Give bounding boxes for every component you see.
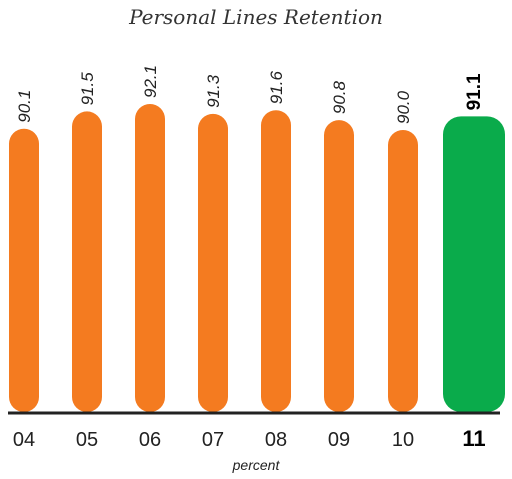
x-axis-label: percent	[232, 457, 281, 473]
value-label-10: 90.0	[394, 90, 413, 124]
bars-group	[9, 104, 505, 413]
bar-05	[72, 111, 102, 412]
bar-04	[9, 128, 39, 412]
labels-group: 90.1 04 91.5 05 92.1 06 91.3 07 91.6 08 90.8 09 90.0…	[13, 65, 486, 451]
category-label-07: 07	[202, 429, 224, 451]
category-label-08: 08	[265, 429, 287, 451]
value-label-08: 91.6	[267, 71, 286, 105]
bar-11	[443, 116, 505, 412]
category-label-05: 05	[76, 429, 98, 451]
category-label-11: 11	[462, 426, 485, 451]
value-label-05: 91.5	[78, 72, 97, 106]
bar-10	[388, 130, 418, 412]
value-label-09: 90.8	[330, 80, 349, 114]
category-label-04: 04	[13, 429, 35, 451]
value-label-04: 90.1	[15, 90, 34, 123]
value-label-07: 91.3	[204, 74, 223, 108]
bar-08	[261, 110, 291, 412]
value-label-06: 92.1	[141, 65, 160, 98]
category-label-06: 06	[139, 429, 161, 451]
category-label-10: 10	[392, 429, 414, 451]
bar-09	[324, 120, 354, 412]
bar-07	[198, 113, 228, 413]
bar-06	[135, 104, 165, 412]
chart-title: Personal Lines Retention	[128, 5, 383, 29]
value-label-11: 91.1	[464, 73, 485, 110]
category-label-09: 09	[328, 429, 350, 451]
